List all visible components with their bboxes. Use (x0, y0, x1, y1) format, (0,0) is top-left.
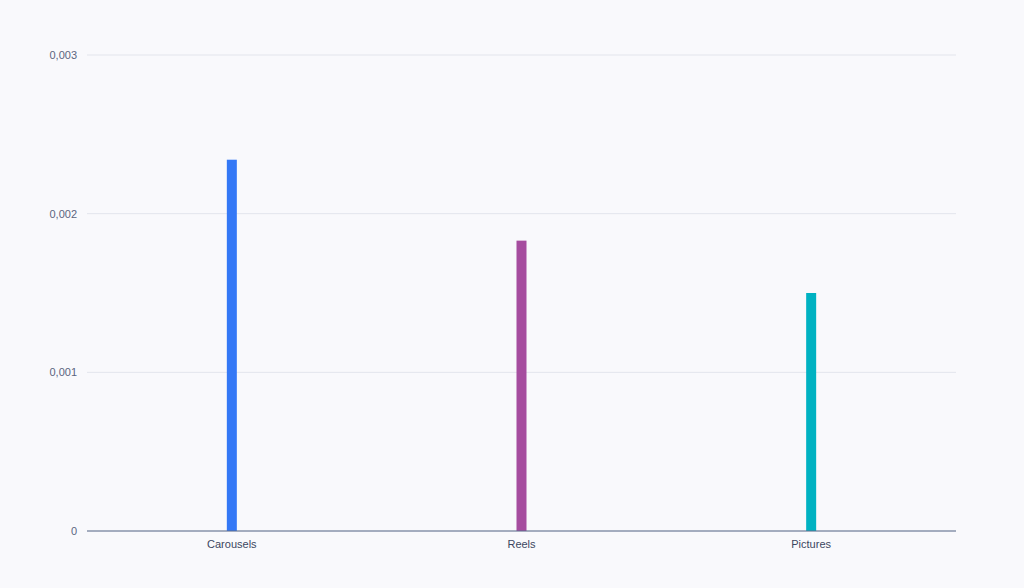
bar (227, 160, 237, 531)
y-tick-label: 0 (71, 525, 77, 537)
x-tick-label: Carousels (207, 538, 257, 550)
bar (517, 241, 527, 531)
chart-svg: 0 0,001 0,002 0,003 Carousels Reels Pictures (0, 0, 1024, 588)
bar (806, 293, 816, 531)
chart-container: 0 0,001 0,002 0,003 Carousels Reels Pictures (0, 0, 1024, 588)
x-axis-line (87, 531, 956, 532)
grid-line (87, 213, 956, 214)
y-tick-label: 0,003 (49, 49, 77, 61)
y-tick-label: 0,002 (49, 208, 77, 220)
background (0, 0, 1024, 588)
grid-line (87, 531, 956, 532)
grid-line (87, 55, 956, 56)
y-tick-label: 0,001 (49, 366, 77, 378)
x-tick-label: Pictures (791, 538, 831, 550)
bars (227, 160, 816, 531)
x-tick-label: Reels (507, 538, 536, 550)
